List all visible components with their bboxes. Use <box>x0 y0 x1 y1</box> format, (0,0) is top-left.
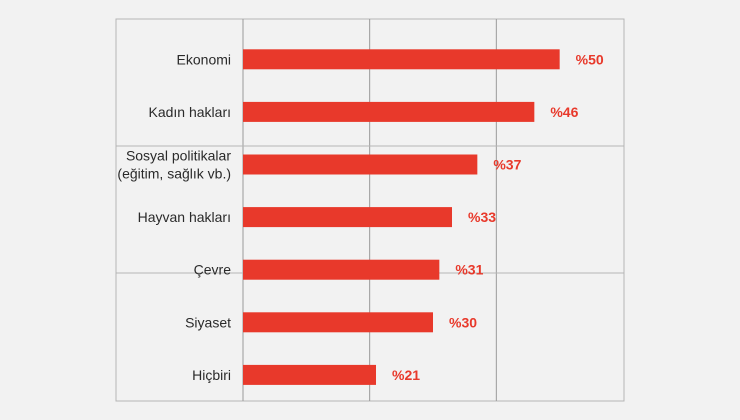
category-label-1: Kadın hakları <box>149 104 232 120</box>
category-label-3: Hayvan hakları <box>138 209 231 225</box>
value-label-2: %37 <box>493 157 521 173</box>
bar-3 <box>243 207 452 228</box>
bar-5 <box>243 312 433 333</box>
bar-4 <box>243 259 440 280</box>
bar-1 <box>243 101 535 122</box>
value-label-0: %50 <box>576 51 604 67</box>
category-label-6: Hiçbiri <box>192 367 231 383</box>
bar-0 <box>243 49 560 70</box>
bar-2 <box>243 154 478 175</box>
bar-6 <box>243 364 376 385</box>
value-label-6: %21 <box>392 367 420 383</box>
value-label-1: %46 <box>550 104 578 120</box>
value-label-5: %30 <box>449 314 477 330</box>
value-label-4: %31 <box>455 262 483 278</box>
category-label-2: Sosyal politikalar (eğitim, sağlık vb.) <box>117 148 231 182</box>
category-label-5: Siyaset <box>185 314 231 330</box>
value-label-3: %33 <box>468 209 496 225</box>
category-label-0: Ekonomi <box>177 51 231 67</box>
category-label-4: Çevre <box>194 262 232 278</box>
